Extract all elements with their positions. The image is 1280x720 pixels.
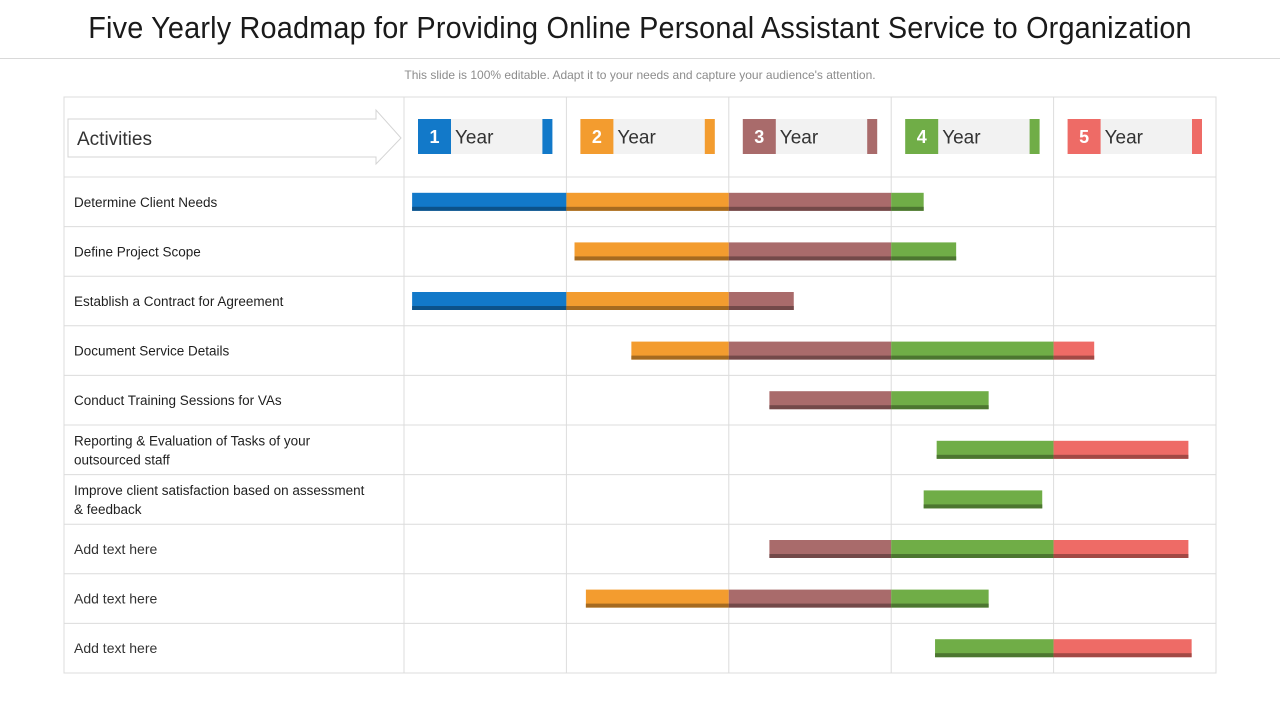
task-bar-segment xyxy=(1053,639,1192,658)
year-number-label: 5 xyxy=(1079,127,1089,147)
task-label: Add text here xyxy=(74,541,157,557)
task-bar-segment xyxy=(631,341,729,360)
task-label: & feedback xyxy=(74,502,142,517)
task-label: Improve client satisfaction based on ass… xyxy=(74,483,365,498)
year-label: Year xyxy=(617,128,656,149)
task-label: Document Service Details xyxy=(74,344,230,359)
task-bar-shadow xyxy=(923,504,1043,509)
activities-header-label: Activities xyxy=(77,129,152,150)
task-bar-shadow xyxy=(574,256,729,261)
task-bar-shadow xyxy=(891,256,957,261)
title-divider xyxy=(0,58,1280,59)
task-bar-shadow xyxy=(1053,454,1189,459)
year-end-marker xyxy=(1192,119,1202,154)
task-bar-shadow xyxy=(1053,355,1095,360)
task-bar-segment xyxy=(935,639,1054,658)
task-bar-shadow xyxy=(769,405,892,410)
task-bar-shadow xyxy=(631,355,729,360)
task-bar-segment xyxy=(769,391,892,410)
task-bar-shadow xyxy=(891,554,1054,558)
year-end-marker xyxy=(704,119,715,154)
task-bar-shadow xyxy=(566,306,729,310)
task-bar-segment xyxy=(566,292,729,310)
task-bar-segment xyxy=(574,242,729,261)
task-bar-segment xyxy=(412,192,567,211)
task-bar-shadow xyxy=(728,306,794,310)
task-bar-segment xyxy=(728,192,892,211)
year-end-marker xyxy=(867,119,878,154)
task-bar-segment xyxy=(728,242,892,261)
task-bar-segment xyxy=(891,192,924,211)
task-label: Establish a Contract for Agreement xyxy=(74,294,284,309)
task-bar-shadow xyxy=(891,603,989,608)
task-bar-segment xyxy=(728,341,892,360)
task-bar-segment xyxy=(891,341,1054,360)
task-bar-shadow xyxy=(728,206,892,211)
year-label: Year xyxy=(780,128,819,149)
year-end-marker xyxy=(542,119,553,154)
task-bar-segment xyxy=(891,540,1054,558)
task-label: Conduct Training Sessions for VAs xyxy=(74,393,282,408)
task-bar-segment xyxy=(769,540,892,558)
task-bar-shadow xyxy=(1053,653,1192,658)
task-bar-shadow xyxy=(585,603,729,608)
task-bar-segment xyxy=(891,242,957,261)
task-bar-shadow xyxy=(891,355,1054,360)
year-number-label: 3 xyxy=(754,127,764,147)
year-label: Year xyxy=(1105,128,1144,149)
task-bar-shadow xyxy=(412,206,567,211)
year-number-badge xyxy=(1067,119,1101,154)
activities-arrow xyxy=(67,108,402,166)
page-subtitle: This slide is 100% editable. Adapt it to… xyxy=(404,68,876,82)
task-bar-segment xyxy=(891,589,989,608)
task-bar-shadow xyxy=(412,306,567,310)
year-number-badge xyxy=(418,119,451,154)
task-bar-shadow xyxy=(1053,554,1189,558)
task-bar-shadow xyxy=(728,355,892,360)
task-bar-shadow xyxy=(891,405,989,410)
task-label: outsourced staff xyxy=(74,452,170,467)
year-number-label: 1 xyxy=(429,127,439,147)
task-bar-shadow xyxy=(891,206,924,211)
task-bar-segment xyxy=(412,292,567,310)
task-bar-segment xyxy=(1053,341,1095,360)
task-bar-segment xyxy=(891,391,989,410)
task-label: Add text here xyxy=(74,591,157,607)
task-bar-shadow xyxy=(728,603,892,608)
task-bar-segment xyxy=(728,589,892,608)
task-bar-segment xyxy=(1053,440,1189,459)
year-end-marker xyxy=(1029,119,1040,154)
task-label: Reporting & Evaluation of Tasks of your xyxy=(74,433,311,448)
year-number-label: 4 xyxy=(917,127,927,147)
table-frame xyxy=(63,96,1217,674)
year-number-badge xyxy=(905,119,939,154)
task-bar-shadow xyxy=(566,206,729,211)
task-label: Add text here xyxy=(74,640,157,656)
task-bar-shadow xyxy=(935,653,1054,658)
year-number-label: 2 xyxy=(592,127,602,147)
task-bar-segment xyxy=(936,440,1054,459)
task-bar-segment xyxy=(728,292,794,310)
task-label: Define Project Scope xyxy=(74,244,201,259)
year-number-badge xyxy=(742,119,776,154)
task-bar-shadow xyxy=(728,256,892,261)
task-bar-shadow xyxy=(769,554,892,558)
page-title: Five Yearly Roadmap for Providing Online… xyxy=(88,10,1192,45)
task-bar-shadow xyxy=(936,454,1054,459)
task-label: Determine Client Needs xyxy=(74,195,218,210)
year-label: Year xyxy=(455,128,494,149)
task-bar-segment xyxy=(585,589,729,608)
year-number-badge xyxy=(580,119,614,154)
task-bar-segment xyxy=(566,192,729,211)
task-bar-segment xyxy=(923,490,1043,509)
task-bar-segment xyxy=(1053,540,1189,558)
year-label: Year xyxy=(942,128,981,149)
